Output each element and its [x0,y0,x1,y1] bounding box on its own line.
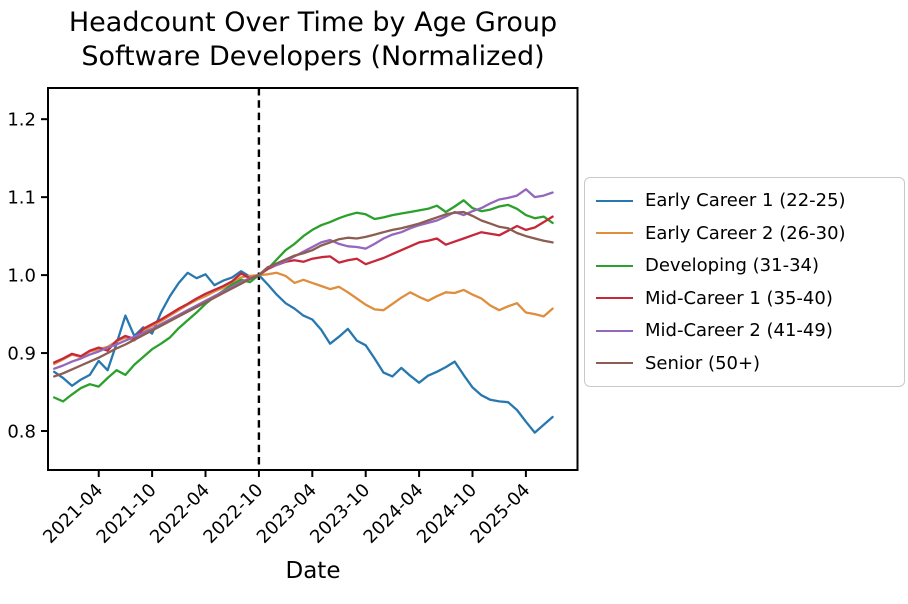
series-line-4 [53,215,554,364]
legend-line-swatch [596,362,633,364]
legend-label: Developing (31-34) [645,255,820,276]
legend-label: Early Career 2 (26-30) [645,222,846,244]
y-tick-label: 0.8 [7,422,36,443]
y-tick-label: 1.2 [7,110,36,131]
legend: Early Career 1 (22-25) Early Career 2 (26… [584,177,905,387]
chart-title-line2: Software Developers (Normalized) [81,41,545,72]
x-axis-label: Date [285,558,341,584]
legend-label: Senior (50+) [645,352,761,374]
legend-line-swatch [596,232,633,234]
axes-border [47,87,579,471]
series-line-2 [53,271,554,366]
legend-line-swatch [596,199,633,202]
legend-item: Senior (50+) [596,350,893,377]
chart-title-line1: Headcount Over Time by Age Group [68,7,558,38]
legend-item: Mid-Career 2 (41-49) [596,317,893,344]
legend-item: Mid-Career 1 (35-40) [596,285,893,312]
y-tick-label: 0.9 [7,344,36,365]
y-tick-label: 1.1 [7,188,36,209]
legend-item: Developing (31-34) [596,252,893,279]
series-line-3 [53,199,554,403]
legend-item: Early Career 2 (26-30) [596,220,893,247]
series-line-5 [53,188,554,370]
y-tick-label: 1.0 [7,266,36,287]
chart-title: Headcount Over Time by Age Group Softwar… [48,6,578,74]
legend-line-swatch [596,329,633,332]
legend-label: Early Career 1 (22-25) [645,190,846,211]
legend-line-swatch [596,297,633,299]
series-line-6 [53,210,554,378]
legend-label: Mid-Career 2 (41-49) [645,320,833,341]
x-tick-label: 2025-04 [466,480,534,548]
legend-item: Early Career 1 (22-25) [596,187,893,214]
legend-line-swatch [596,264,633,267]
series-line-1 [53,270,554,434]
legend-label: Mid-Career 1 (35-40) [645,287,833,309]
